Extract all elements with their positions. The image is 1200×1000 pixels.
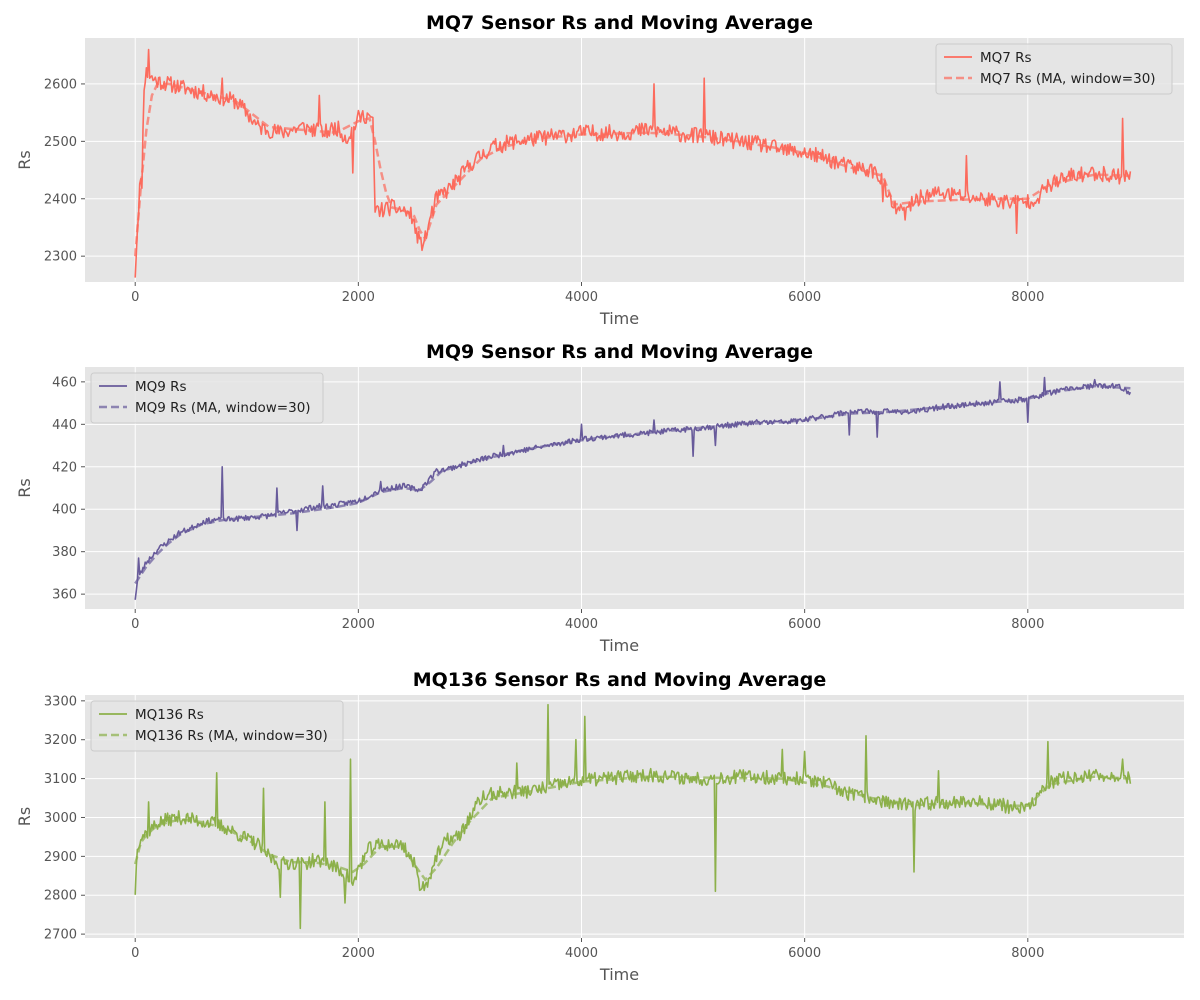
- y-tick-label: 3300: [44, 694, 77, 709]
- y-tick-label: 420: [52, 460, 77, 475]
- legend: MQ9 Rs MQ9 Rs (MA, window=30): [90, 372, 324, 424]
- y-tick-label: 3200: [44, 733, 77, 748]
- legend-box: [935, 43, 1173, 95]
- chart-title: MQ9 Sensor Rs and Moving Average: [426, 341, 813, 363]
- legend: MQ7 Rs MQ7 Rs (MA, window=30): [935, 43, 1173, 95]
- x-tick-label: 4000: [565, 290, 598, 305]
- x-tick-label: 2000: [342, 290, 375, 305]
- y-tick-label: 440: [52, 418, 77, 433]
- x-tick-label: 8000: [1011, 290, 1044, 305]
- x-tick-label: 8000: [1011, 946, 1044, 961]
- y-tick-label: 400: [52, 503, 77, 518]
- legend-box: [90, 372, 324, 424]
- chart-title: MQ136 Sensor Rs and Moving Average: [413, 669, 826, 691]
- series-line-moving-average: [133, 82, 1131, 257]
- x-tick-label: 6000: [788, 617, 821, 632]
- x-tick-label: 2000: [342, 617, 375, 632]
- y-tick-label: 2800: [44, 889, 77, 904]
- y-tick-label: 2400: [44, 192, 77, 207]
- series-group: [133, 48, 1132, 278]
- series-line-raw: [134, 48, 1132, 278]
- legend-label: MQ136 Rs (MA, window=30): [135, 728, 328, 744]
- series-line-moving-average: [134, 384, 1131, 585]
- y-tick-label: 2500: [44, 135, 77, 150]
- x-tick-label: 0: [131, 946, 139, 961]
- y-tick-label: 2600: [44, 77, 77, 92]
- series-group: [134, 376, 1132, 600]
- y-tick-label: 2900: [44, 850, 77, 865]
- x-tick-label: 8000: [1011, 617, 1044, 632]
- x-tick-label: 4000: [565, 617, 598, 632]
- y-tick-label: 2700: [44, 928, 77, 943]
- chart-panel: 0 2000 4000 6000 8000 2700 2800 2900 3000 3100 320…: [15, 669, 1184, 984]
- y-tick-label: 360: [52, 588, 77, 603]
- x-tick-label: 2000: [342, 946, 375, 961]
- x-axis-label: Time: [599, 309, 639, 328]
- legend-label: MQ7 Rs: [980, 50, 1032, 66]
- legend-label: MQ9 Rs: [135, 379, 187, 395]
- y-tick-label: 380: [52, 545, 77, 560]
- chart-panel: 0 2000 4000 6000 8000 2300 2400 2500 2600 MQ7 Sen…: [15, 12, 1184, 328]
- y-tick-label: 3000: [44, 811, 77, 826]
- x-tick-label: 4000: [565, 946, 598, 961]
- x-axis-label: Time: [599, 636, 639, 655]
- x-tick-label: 6000: [788, 290, 821, 305]
- y-axis-label: Rs: [15, 807, 34, 826]
- y-axis-label: Rs: [15, 150, 34, 169]
- legend-label: MQ9 Rs (MA, window=30): [135, 400, 311, 416]
- y-axis-label: Rs: [15, 478, 34, 497]
- legend-box: [90, 700, 344, 752]
- series-line-raw: [134, 703, 1132, 930]
- y-tick-label: 3100: [44, 772, 77, 787]
- x-tick-label: 0: [131, 617, 139, 632]
- series-group: [133, 703, 1132, 930]
- legend-label: MQ136 Rs: [135, 707, 204, 723]
- y-tick-label: 460: [52, 375, 77, 390]
- x-tick-label: 0: [131, 290, 139, 305]
- chart-title: MQ7 Sensor Rs and Moving Average: [426, 12, 813, 34]
- x-axis-label: Time: [599, 965, 639, 984]
- series-line-moving-average: [133, 775, 1131, 882]
- x-tick-label: 6000: [788, 946, 821, 961]
- legend-label: MQ7 Rs (MA, window=30): [980, 71, 1156, 87]
- chart-panel: 0 2000 4000 6000 8000 360 380 400 420 440 460 MQ9 S…: [15, 341, 1184, 655]
- y-tick-label: 2300: [44, 250, 77, 265]
- legend: MQ136 Rs MQ136 Rs (MA, window=30): [90, 700, 344, 752]
